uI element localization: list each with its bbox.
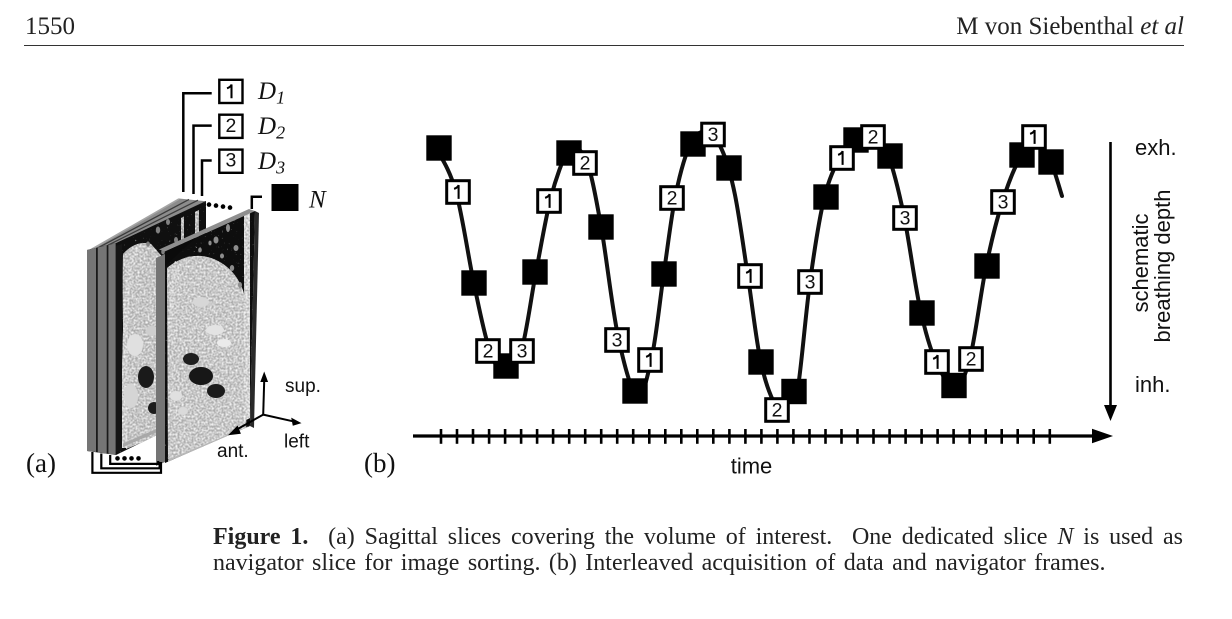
- svg-text:2: 2: [966, 349, 977, 371]
- svg-text:2: 2: [772, 400, 783, 422]
- svg-text:D3: D3: [257, 148, 285, 178]
- svg-text:D2: D2: [257, 113, 285, 143]
- svg-text:time: time: [731, 454, 773, 479]
- svg-text:exh.: exh.: [1135, 135, 1177, 160]
- svg-text:3: 3: [708, 124, 719, 146]
- svg-text:(a): (a): [26, 448, 56, 478]
- svg-text:3: 3: [805, 272, 816, 294]
- svg-text:3: 3: [517, 341, 528, 363]
- svg-text:2: 2: [667, 188, 678, 210]
- svg-text:3: 3: [612, 330, 623, 352]
- svg-text:2: 2: [868, 127, 879, 149]
- svg-text:breathing depth: breathing depth: [1150, 190, 1175, 343]
- svg-text:schematic: schematic: [1128, 213, 1153, 312]
- svg-text:ant.: ant.: [217, 441, 249, 462]
- svg-text:2: 2: [580, 153, 591, 175]
- svg-text:inh.: inh.: [1135, 372, 1170, 397]
- svg-text:3: 3: [900, 208, 911, 230]
- svg-text:2: 2: [483, 341, 494, 363]
- svg-text:3: 3: [998, 192, 1009, 214]
- svg-text:3: 3: [225, 150, 236, 172]
- svg-text:N: N: [308, 187, 327, 214]
- svg-text:D1: D1: [257, 78, 285, 108]
- svg-text:sup.: sup.: [285, 376, 321, 397]
- svg-text:2: 2: [225, 115, 236, 137]
- svg-text:left: left: [284, 432, 310, 453]
- svg-text:(b): (b): [364, 448, 395, 478]
